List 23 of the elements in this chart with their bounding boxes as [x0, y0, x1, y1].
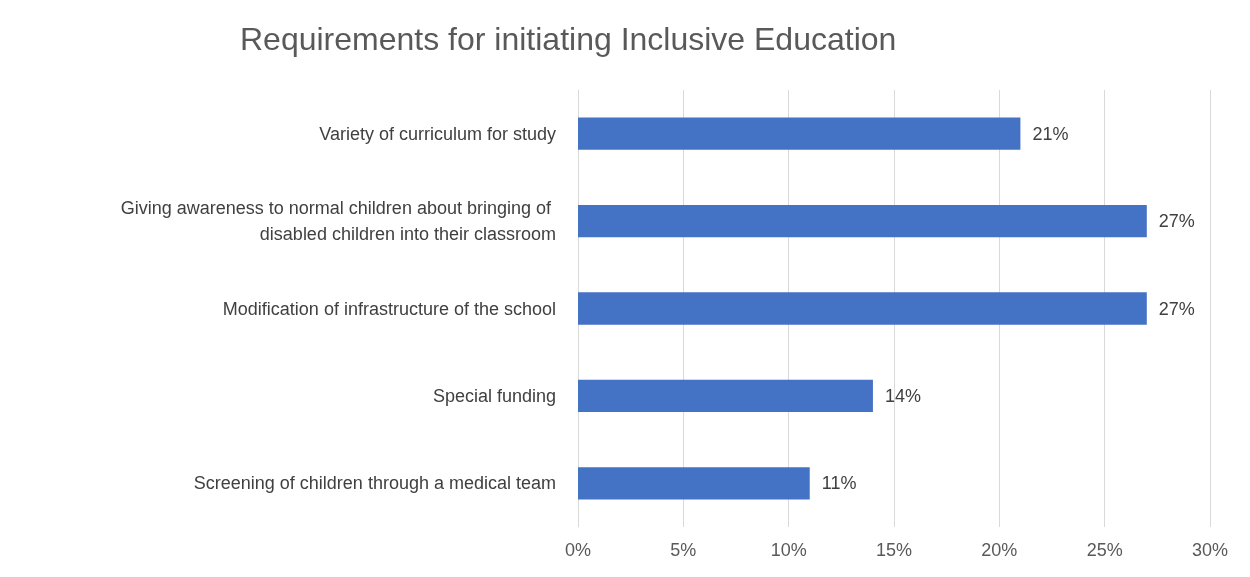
bar [578, 467, 810, 500]
x-tick-label: 5% [670, 540, 697, 560]
x-tick-label: 30% [1191, 540, 1229, 560]
y-tick-label: Special funding [432, 385, 556, 406]
data-label: 11% [821, 473, 857, 494]
data-label: 21% [1032, 123, 1069, 144]
y-tick-label: Modification of infrastructure of the school [222, 298, 556, 319]
x-tick-label: 25% [1086, 540, 1123, 560]
x-tick-label: 20% [981, 540, 1018, 560]
y-tick-label: Screening of children through a medical team [193, 473, 556, 494]
y-tick-label: Variety of curriculum for study [319, 123, 556, 144]
data-label: 27% [1158, 298, 1195, 319]
data-label: 27% [1158, 211, 1195, 232]
bar [578, 204, 1147, 238]
bar [578, 117, 1021, 150]
x-tick-label: 10% [770, 540, 807, 560]
y-tick-label: Giving awareness to normal children about bringing of disabled children into their classroom [120, 198, 556, 245]
bar [578, 292, 1147, 325]
x-tick-label: 0% [564, 540, 592, 560]
data-label: 14% [884, 385, 921, 406]
bar [578, 379, 873, 413]
chart-title: Requirements for initiating Inclusive Education [240, 21, 897, 57]
x-tick-label: 15% [875, 540, 913, 560]
